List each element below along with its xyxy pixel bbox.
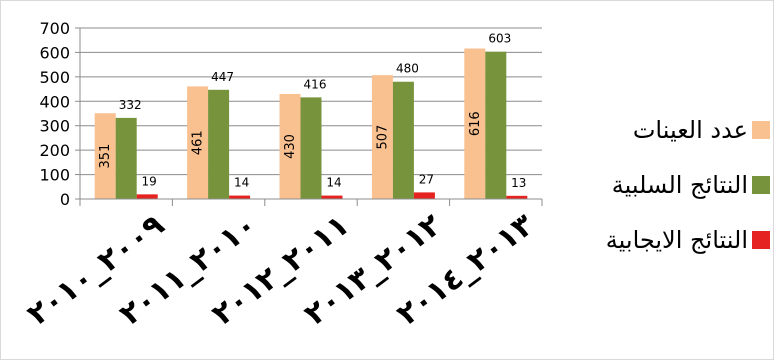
y-tick-label: 400 bbox=[39, 92, 70, 111]
legend-swatch bbox=[752, 121, 770, 139]
x-axis: ٢٠٠٩_٢٠١٠٢٠١٠_٢٠١١٢٠١١_٢٠١٢٢٠١٢_٢٠١٣٢٠١٣… bbox=[21, 198, 543, 333]
data-label: 480 bbox=[396, 62, 419, 76]
y-tick-label: 100 bbox=[39, 166, 70, 185]
bar bbox=[279, 93, 301, 199]
legend-item-samples: عدد العينات bbox=[548, 112, 770, 148]
data-label: 14 bbox=[234, 176, 249, 190]
data-label: 507 bbox=[375, 125, 390, 150]
data-label: 351 bbox=[98, 144, 113, 169]
legend-item-negative: النتائج السلبية bbox=[548, 167, 770, 203]
bar bbox=[300, 97, 322, 199]
bars bbox=[94, 48, 528, 200]
data-label: 447 bbox=[211, 70, 234, 84]
bar bbox=[464, 48, 486, 199]
data-label: 14 bbox=[326, 176, 341, 190]
bar bbox=[485, 51, 507, 200]
y-tick-label: 200 bbox=[39, 141, 70, 160]
bar bbox=[94, 113, 116, 199]
y-tick-label: 700 bbox=[39, 19, 70, 38]
data-label: 332 bbox=[119, 98, 142, 112]
bar bbox=[115, 117, 137, 199]
y-tick-label: 300 bbox=[39, 117, 70, 136]
data-label: 13 bbox=[511, 176, 526, 190]
data-label: 416 bbox=[304, 77, 327, 91]
y-tick-label: 0 bbox=[60, 190, 70, 209]
bar bbox=[208, 89, 230, 199]
bar bbox=[506, 195, 528, 199]
legend-item-positive: النتائج الايجابية bbox=[548, 222, 770, 258]
data-labels: 351 332 19 461 447 14 430 416 14 507 480 27 616 603 13 bbox=[98, 32, 526, 190]
legend-label: النتائج السلبية bbox=[611, 171, 748, 199]
bar bbox=[229, 195, 251, 199]
bar bbox=[371, 75, 393, 199]
legend-label: عدد العينات bbox=[632, 116, 748, 144]
y-axis: 0 100 200 300 400 500 600 700 bbox=[39, 19, 81, 209]
bar bbox=[136, 194, 158, 199]
legend: عدد العينات النتائج السلبية النتائج الاي… bbox=[548, 112, 770, 277]
bar bbox=[413, 192, 435, 199]
data-label: 19 bbox=[142, 174, 157, 188]
legend-swatch bbox=[752, 176, 770, 194]
bar bbox=[392, 81, 414, 199]
legend-label: النتائج الايجابية bbox=[605, 226, 748, 254]
data-label: 27 bbox=[419, 172, 434, 186]
bar bbox=[321, 195, 343, 199]
data-label: 616 bbox=[468, 111, 483, 136]
data-label: 461 bbox=[191, 130, 206, 155]
y-tick-label: 600 bbox=[39, 43, 70, 62]
bar bbox=[187, 86, 209, 199]
data-label: 603 bbox=[488, 32, 511, 46]
legend-swatch bbox=[752, 231, 770, 249]
data-label: 430 bbox=[283, 134, 298, 159]
y-tick-label: 500 bbox=[39, 68, 70, 87]
